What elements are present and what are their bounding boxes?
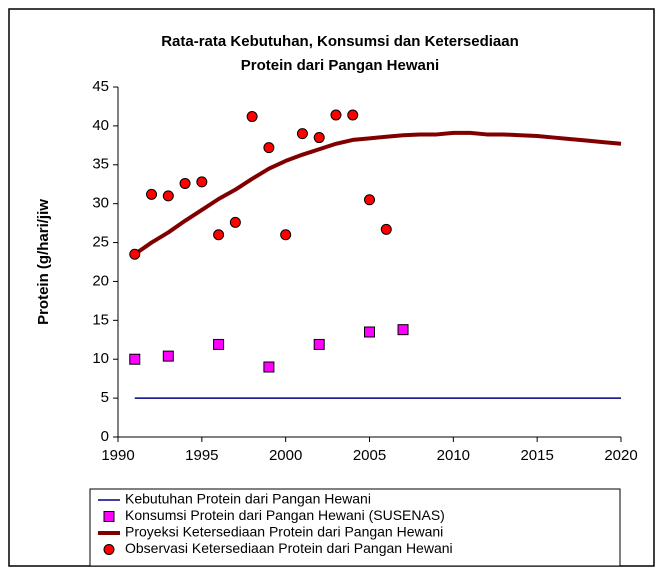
data-point (229, 216, 241, 228)
x-tick-label: 2010 (437, 447, 470, 464)
data-point (347, 109, 359, 121)
x-tick-label: 1990 (101, 447, 134, 464)
series-line (133, 130, 622, 256)
legend-swatch (103, 511, 115, 522)
data-point (129, 353, 141, 365)
legend-label: Kebutuhan Protein dari Pangan Hewani (125, 491, 371, 507)
y-tick-label: 0 (101, 428, 109, 445)
data-point (397, 324, 409, 336)
data-point (213, 229, 225, 241)
data-point (196, 176, 208, 188)
chart-title: Rata-rata Kebutuhan, Konsumsi dan Keters… (161, 33, 519, 50)
x-tick-label: 1995 (185, 447, 218, 464)
data-point (213, 338, 225, 350)
data-point (263, 361, 275, 373)
chart-title: Protein dari Pangan Hewani (241, 57, 439, 74)
y-tick-label: 5 (101, 389, 109, 406)
data-point (129, 248, 141, 260)
legend-label: Konsumsi Protein dari Pangan Hewani (SUS… (125, 507, 445, 523)
data-point (179, 177, 191, 189)
legend-swatch (103, 544, 115, 555)
y-tick-label: 10 (92, 350, 109, 367)
data-point (313, 132, 325, 144)
data-point (364, 326, 375, 338)
y-tick-label: 20 (92, 272, 109, 289)
data-point (162, 350, 174, 362)
y-tick-label: 30 (92, 195, 109, 212)
data-point (246, 111, 258, 123)
y-tick-label: 15 (92, 311, 109, 328)
chart-frame (8, 8, 655, 567)
data-point (364, 194, 375, 206)
legend-label: Observasi Ketersediaan Protein dari Pang… (125, 540, 453, 556)
y-tick-label: 25 (92, 234, 109, 251)
data-point (162, 190, 174, 202)
data-point (380, 223, 392, 235)
x-tick-label: 2020 (604, 447, 637, 464)
y-tick-label: 35 (92, 156, 109, 173)
data-point (263, 142, 275, 154)
x-tick-label: 2000 (269, 447, 302, 464)
x-tick-label: 2015 (520, 447, 553, 464)
y-tick-label: 40 (92, 117, 109, 134)
data-point (146, 188, 158, 200)
y-axis-label: Protein (g/hari/jiw (35, 199, 52, 325)
data-point (296, 128, 308, 140)
y-tick-label: 45 (92, 78, 109, 95)
data-point (313, 338, 325, 350)
x-tick-label: 2005 (353, 447, 386, 464)
legend-box (89, 488, 621, 567)
data-point (280, 229, 292, 241)
data-point (330, 109, 342, 121)
legend-label: Proyeksi Ketersediaan Protein dari Panga… (125, 524, 443, 540)
